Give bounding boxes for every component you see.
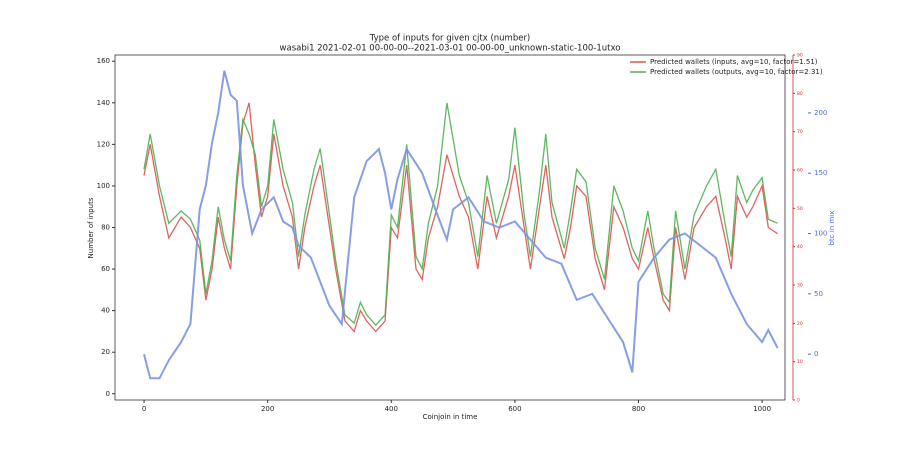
y3-tick-label: 70 (797, 129, 803, 135)
y-tick-label: 20 (101, 348, 110, 356)
y2-tick-label: 0 (814, 350, 818, 358)
chart-subtitle: wasabi1 2021-02-01 00-00-00--2021-03-01 … (280, 44, 621, 54)
x-tick-label: 600 (508, 405, 521, 413)
y2-tick-label: 100 (814, 230, 827, 238)
y-tick-label: 140 (97, 99, 110, 107)
y-tick-label: 80 (101, 224, 110, 232)
y3-tick-label: 80 (797, 91, 803, 97)
x-tick-label: 0 (142, 405, 146, 413)
series-line (143, 70, 779, 380)
x-tick-label: 1000 (753, 405, 771, 413)
series-line (143, 102, 778, 327)
y-tick-label: 0 (106, 390, 110, 398)
legend-label: Predicted wallets (inputs, avg=10, facto… (650, 58, 818, 66)
x-tick-label: 400 (385, 405, 398, 413)
y2-tick-label: 150 (814, 169, 827, 177)
series-line (143, 102, 778, 333)
y3-tick-label: 0 (797, 398, 800, 404)
y-tick-label: 160 (97, 57, 110, 65)
y-tick-label: 100 (97, 182, 110, 190)
y3-tick-label: 20 (797, 321, 803, 327)
y3-tick-label: 90 (797, 53, 803, 59)
chart-title: Type of inputs for given cjtx (number) (369, 34, 531, 44)
y3-tick-label: 40 (797, 244, 803, 250)
y2-axis-label: btc in mix (828, 211, 836, 246)
legend-label: Predicted wallets (outputs, avg=10, fact… (650, 68, 823, 76)
x-tick-label: 200 (261, 405, 274, 413)
y3-tick-label: 10 (797, 359, 803, 365)
y3-tick-label: 60 (797, 168, 803, 174)
y2-tick-label: 50 (814, 290, 823, 298)
y-tick-label: 40 (101, 307, 110, 315)
y3-tick-label: 50 (797, 206, 803, 212)
x-axis-label: Coinjoin in time (423, 413, 478, 421)
y3-tick-label: 30 (797, 283, 803, 289)
y2-tick-label: 200 (814, 109, 827, 117)
x-tick-label: 800 (632, 405, 645, 413)
y-axis-label: Number of inputs (87, 197, 95, 258)
y-tick-label: 120 (97, 140, 110, 148)
y-tick-label: 60 (101, 265, 110, 273)
